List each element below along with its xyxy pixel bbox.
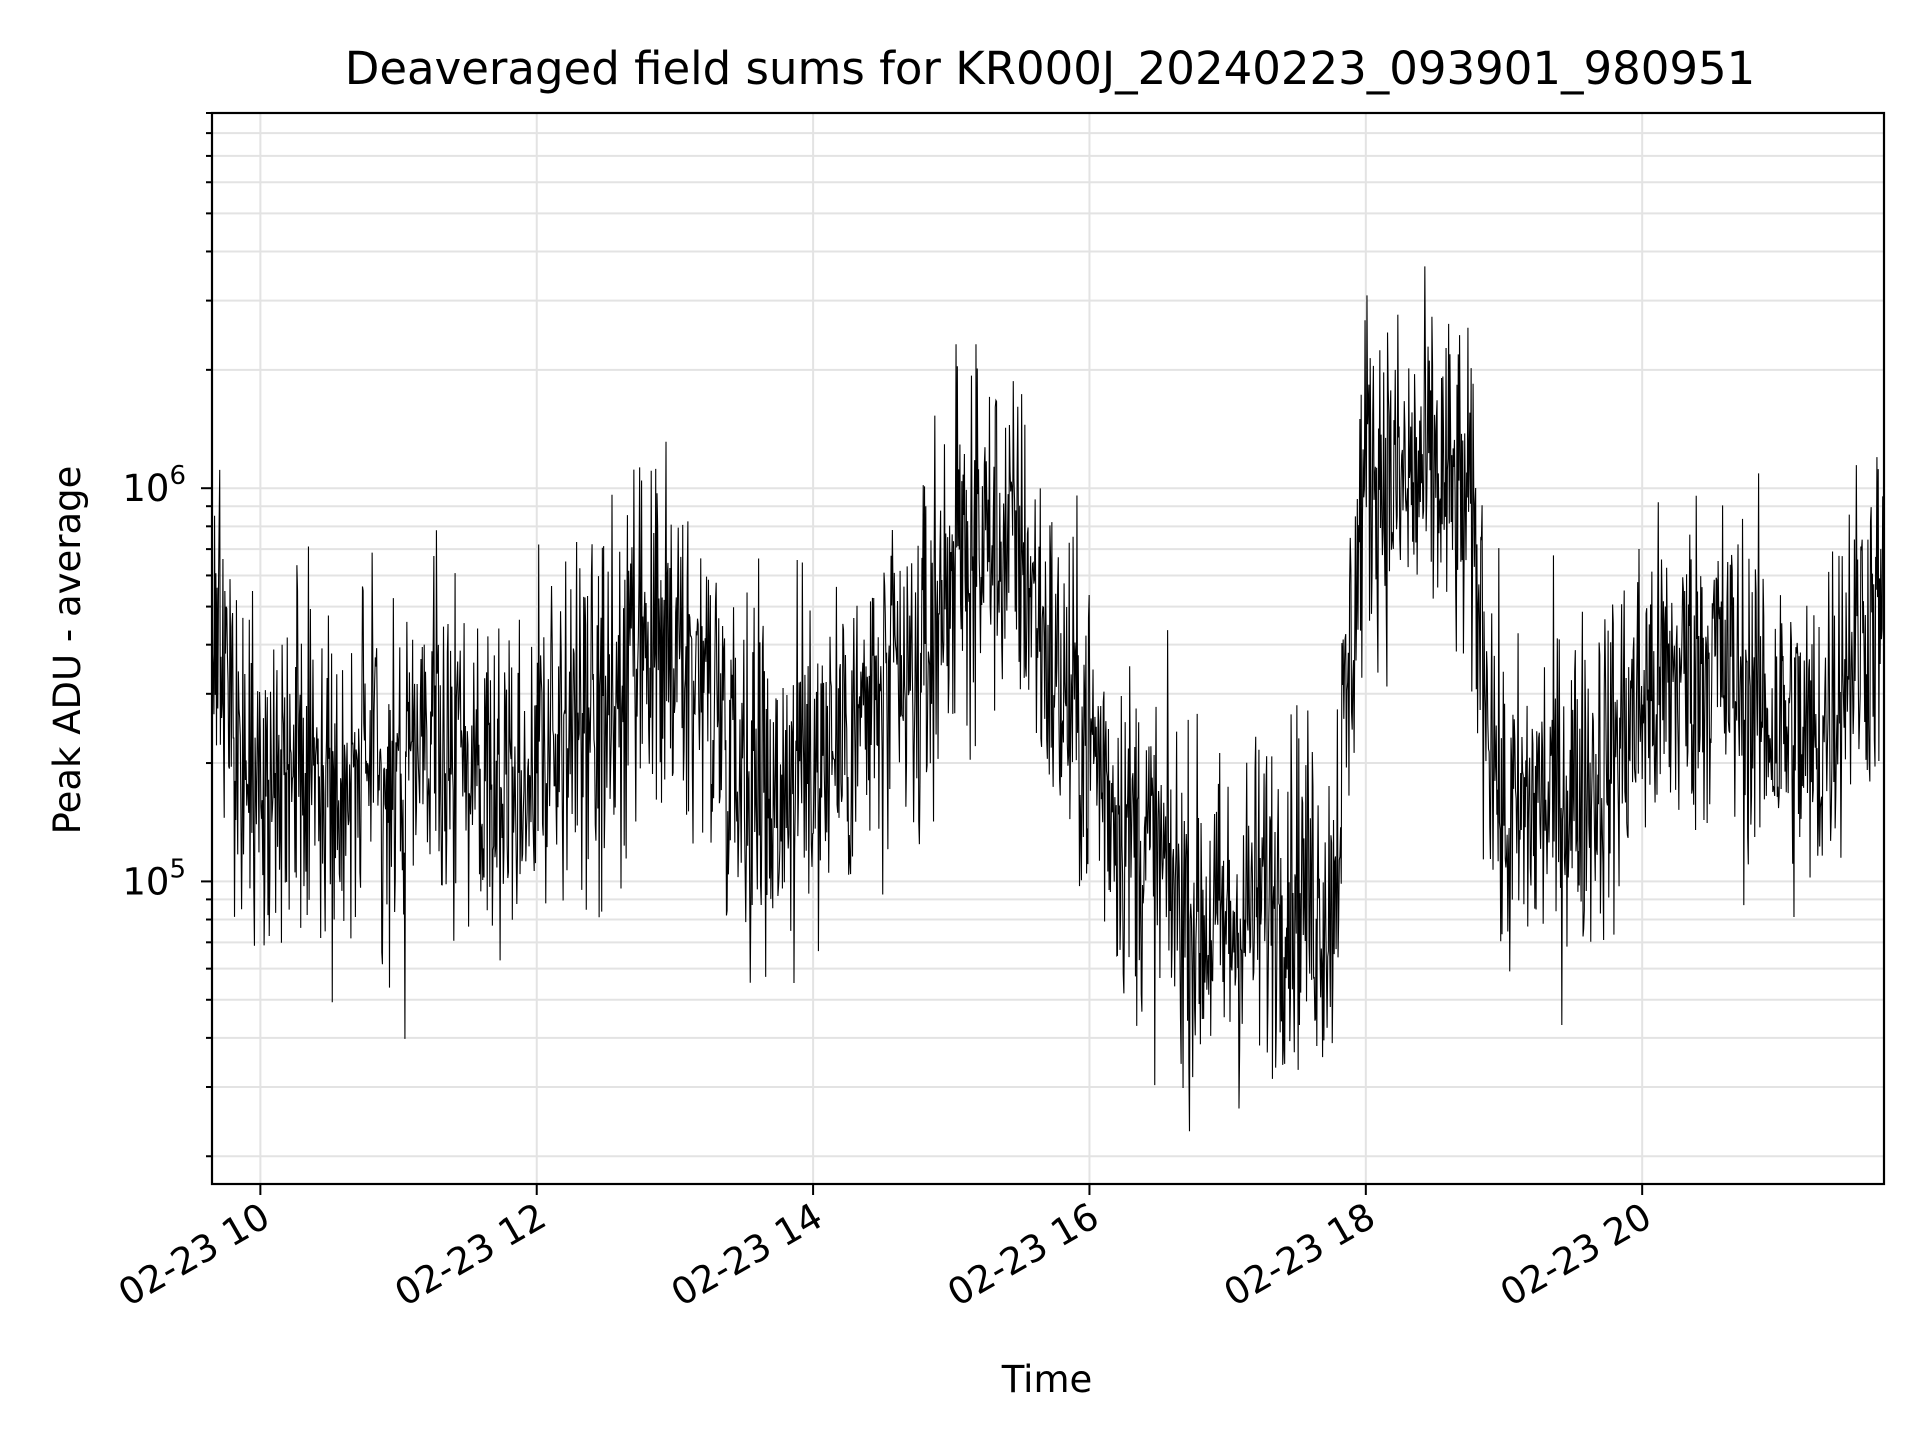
data-trace bbox=[211, 266, 1885, 1132]
series-line bbox=[211, 266, 1885, 1132]
chart-title: Deaveraged field sums for KR000J_2024022… bbox=[345, 42, 1756, 95]
y-axis-label: Peak ADU - average bbox=[46, 466, 89, 835]
y-tick-label: 106 bbox=[122, 461, 186, 510]
x-axis-label: Time bbox=[1001, 1358, 1093, 1401]
y-tick-label: 105 bbox=[122, 854, 186, 903]
plot-area-frame bbox=[210, 111, 1886, 1186]
